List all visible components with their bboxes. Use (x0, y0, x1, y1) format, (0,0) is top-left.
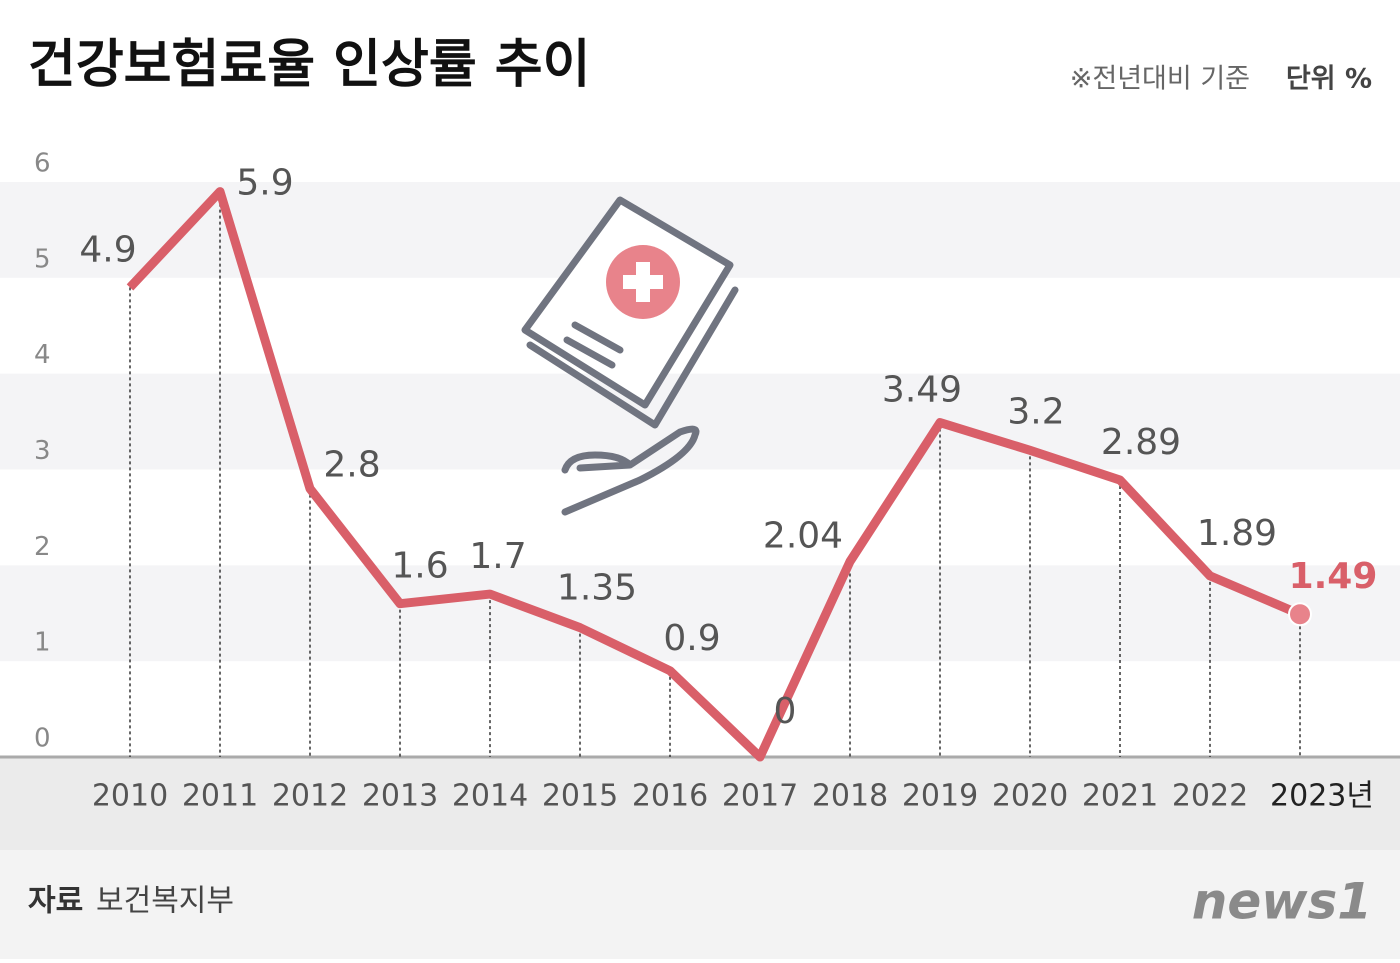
x-tick-label: 2018 (812, 779, 888, 814)
grid-band (0, 373, 1400, 470)
value-label: 3.49 (882, 370, 962, 411)
brand-logo: news1 (1192, 873, 1372, 931)
line (126, 187, 1302, 762)
x-tick-label: 2014 (452, 779, 528, 814)
note: ※전년대비 기준 (1070, 64, 1250, 95)
value-label: 2.8 (323, 445, 380, 486)
x-tick-label: 2015 (542, 779, 618, 814)
x-tick-label: 2016 (632, 779, 708, 814)
y-tick-label: 0 (34, 724, 51, 754)
unit: 단위 % (1286, 64, 1372, 95)
grid-band (0, 565, 1400, 662)
source: 보건복지부 (96, 884, 234, 919)
value-label: 0.9 (663, 618, 720, 659)
y-tick-label: 4 (34, 340, 51, 370)
highlight-point (1288, 602, 1312, 627)
value-label: 1.89 (1197, 513, 1277, 554)
footer-band (0, 850, 1400, 959)
x-tick-label: 2021 (1082, 779, 1158, 814)
chart-title: 건강보험료율 인상률 추이 (28, 35, 590, 95)
x-tick-label: 2011 (182, 779, 258, 814)
illustration (521, 196, 739, 516)
value-label: 1.49 (1289, 556, 1378, 597)
x-tick-label: 2022 (1172, 779, 1248, 814)
value-label: 1.6 (391, 546, 448, 587)
x-tick-label: 2013 (362, 779, 438, 814)
y-tick-label: 2 (34, 532, 51, 562)
value-label: 2.89 (1101, 422, 1181, 463)
value-label: 3.2 (1007, 391, 1064, 432)
x-tick-label: 2010 (92, 779, 168, 814)
value-label: 4.9 (79, 229, 136, 270)
y-tick-label: 1 (34, 628, 51, 658)
x-tick-label: 2023년 (1270, 779, 1374, 814)
y-tick-label: 6 (34, 149, 51, 179)
x-tick-label: 2019 (902, 779, 978, 814)
value-label: 0 (774, 691, 797, 732)
value-label: 5.9 (236, 163, 293, 204)
source-label: 자료 (28, 884, 83, 919)
x-tick-label: 2012 (272, 779, 348, 814)
value-label: 2.04 (763, 516, 843, 557)
axis-band (0, 757, 1400, 850)
x-tick-label: 2017 (722, 779, 798, 814)
y-tick-label: 5 (34, 244, 51, 274)
value-label: 1.35 (557, 568, 637, 609)
value-label: 1.7 (469, 536, 526, 577)
x-tick-label: 2020 (992, 779, 1068, 814)
y-tick-label: 3 (34, 436, 51, 466)
